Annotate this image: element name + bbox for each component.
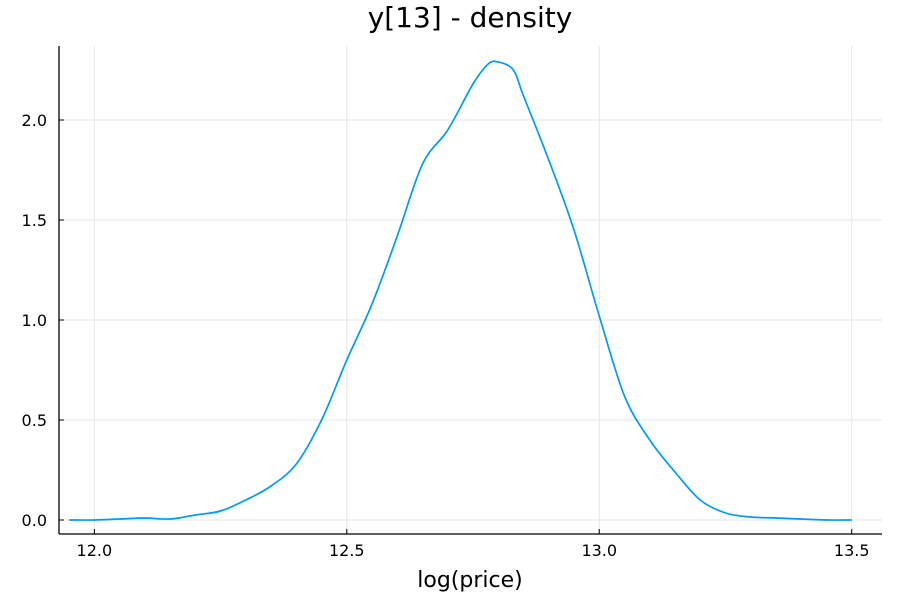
y-ticks: 0.0 0.5 1.0 1.5 2.0 — [22, 111, 64, 530]
y-tick-label: 2.0 — [22, 111, 47, 130]
x-tick-label: 13.5 — [834, 541, 870, 560]
axes — [58, 46, 882, 535]
x-tick-label: 12.5 — [329, 541, 365, 560]
x-tick-label: 13.0 — [581, 541, 617, 560]
chart-title: y[13] - density — [368, 1, 573, 34]
x-axis-label: log(price) — [417, 568, 522, 593]
y-tick-label: 0.5 — [22, 411, 47, 430]
y-tick-label: 0.0 — [22, 511, 47, 530]
density-line — [69, 60, 852, 521]
x-tick-label: 12.0 — [77, 541, 113, 560]
y-tick-label: 1.0 — [22, 311, 47, 330]
series-layer — [69, 60, 852, 521]
grid-lines — [59, 46, 882, 534]
y-tick-label: 1.5 — [22, 211, 47, 230]
x-ticks: 12.0 12.5 13.0 13.5 — [77, 529, 870, 560]
